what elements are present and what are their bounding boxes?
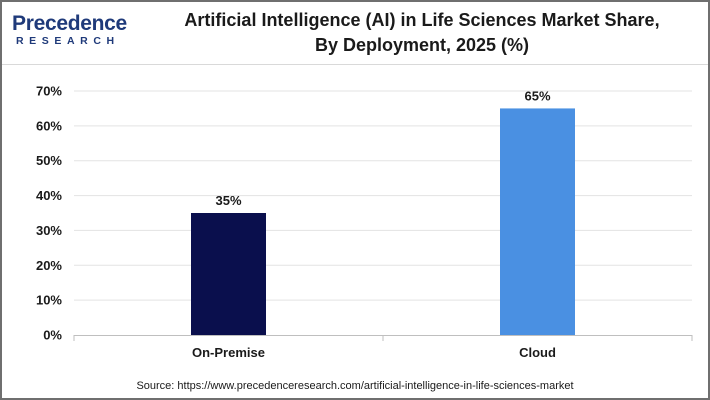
data-label: 65%	[524, 88, 550, 103]
precedence-research-logo: Precedence RESEARCH	[12, 12, 132, 52]
y-axis: 0% 10% 20% 30% 40% 50% 60% 70%	[36, 84, 62, 343]
y-tick-label: 70%	[36, 84, 62, 99]
y-tick-label: 50%	[36, 153, 62, 168]
y-tick-label: 0%	[43, 328, 62, 343]
y-tick-label: 40%	[36, 188, 62, 203]
x-category-label: On-Premise	[192, 345, 265, 360]
bar-on-premise	[191, 213, 266, 335]
y-tick-label: 10%	[36, 293, 62, 308]
header: Precedence RESEARCH Artificial Intellige…	[2, 2, 708, 65]
logo-subtitle: RESEARCH	[16, 35, 120, 47]
x-category-label: Cloud	[519, 345, 556, 360]
logo-wordmark: Precedence	[12, 12, 127, 35]
chart-title-line-1: Artificial Intelligence (AI) in Life Sci…	[184, 10, 660, 30]
bar-cloud	[500, 108, 575, 335]
y-tick-label: 30%	[36, 223, 62, 238]
bars: 35% 65%	[191, 88, 575, 335]
grid-lines	[74, 90, 692, 301]
chart-title-line-2: By Deployment, 2025 (%)	[314, 35, 530, 55]
source-note: Source: https://www.precedenceresearch.c…	[136, 380, 574, 392]
y-tick-label: 20%	[36, 258, 62, 273]
chart-title: Artificial Intelligence (AI) in Life Sci…	[152, 8, 692, 58]
x-axis: On-Premise Cloud	[73, 335, 693, 360]
y-tick-label: 60%	[36, 118, 62, 133]
data-label: 35%	[215, 193, 241, 208]
